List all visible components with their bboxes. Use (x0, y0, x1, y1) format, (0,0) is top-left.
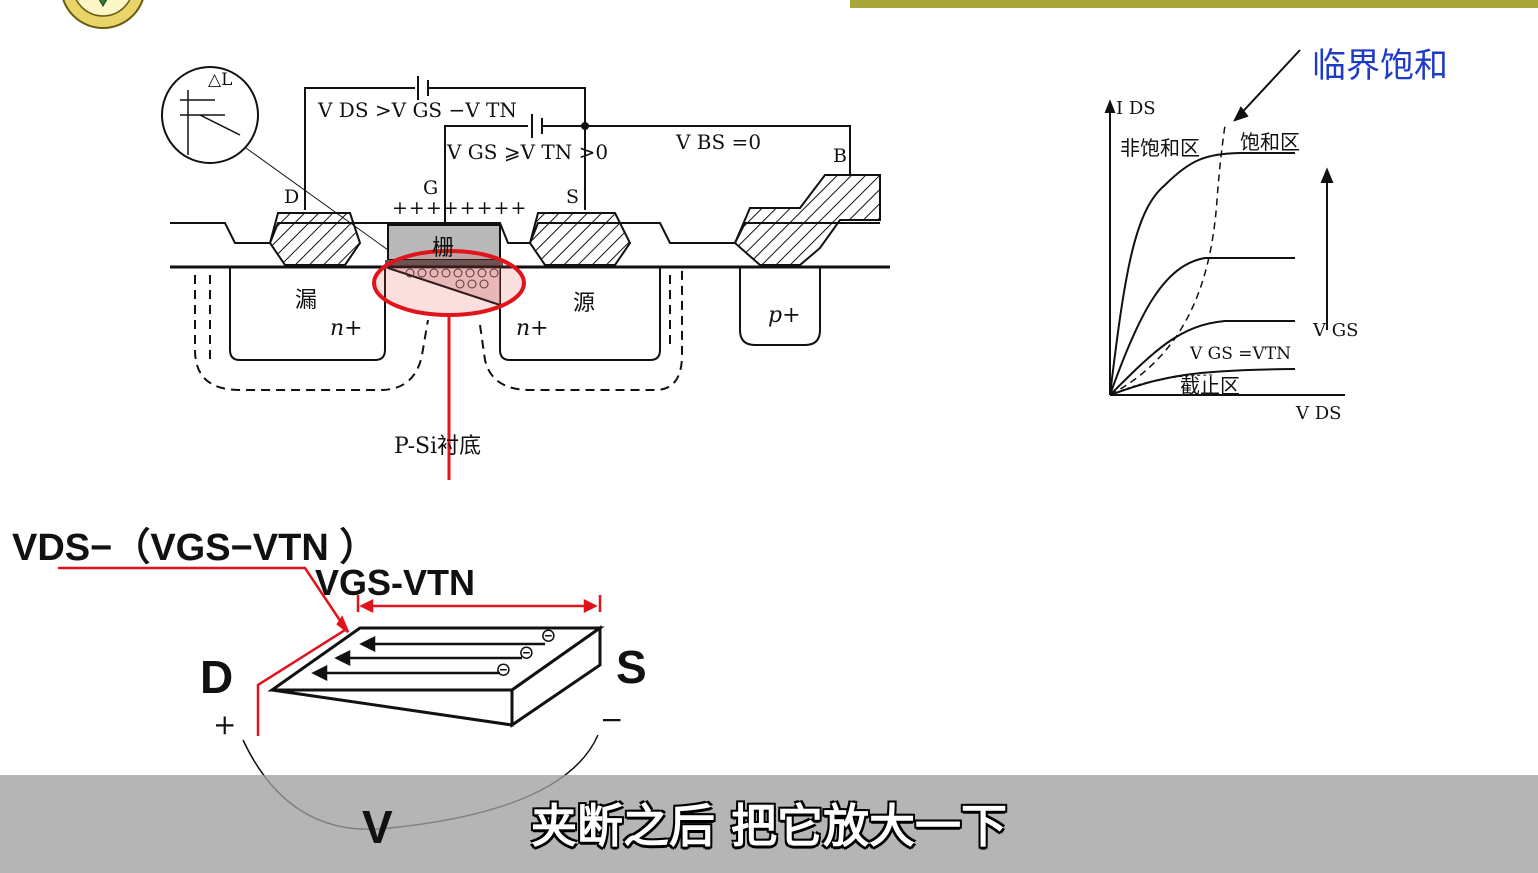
inset-delta-l-label: △L (208, 70, 233, 90)
video-subtitle: 夹断之后 把它放大一下 (530, 799, 1007, 853)
cutoff-region-label: 截止区 (1180, 374, 1240, 398)
zoom-terminal-d: D (200, 651, 234, 703)
channel-zoom-diagram (58, 566, 605, 830)
drain-doping-label: n+ (330, 316, 363, 341)
critical-saturation-label: 临界饱和 (1312, 46, 1448, 86)
subtitle-bar (0, 775, 1538, 873)
iv-characteristic-chart (1104, 49, 1345, 396)
school-seal-icon (62, 0, 144, 29)
source-label: 源 (573, 291, 596, 316)
ids-axis-label: I DS (1116, 98, 1156, 119)
terminal-b-label: B (833, 145, 847, 167)
drain-label: 漏 (295, 288, 318, 313)
terminal-g-label: G (423, 177, 439, 199)
gate-charges: ++++++++ (392, 197, 528, 219)
minus-sign: − (600, 703, 624, 736)
gate-label: 栅 (432, 236, 455, 261)
substrate-label: P-Si衬底 (394, 434, 482, 459)
nonsat-region-label: 非饱和区 (1120, 136, 1200, 160)
zoom-terminal-s: S (616, 641, 647, 693)
vds-condition-label: V DS >V GS −V TN (318, 98, 517, 122)
vds-axis-label: V DS (1296, 403, 1342, 424)
header-bar (850, 0, 1538, 8)
terminal-d-label: D (284, 186, 300, 208)
threshold-label: V GS =VTN (1190, 344, 1292, 364)
terminal-s-label: S (566, 186, 580, 208)
electron-icon: ⊝ (540, 623, 557, 647)
body-doping-label: p+ (768, 303, 801, 328)
electron-icon: ⊝ (495, 657, 512, 681)
vgs-condition-label: V GS ⩾V TN >0 (447, 140, 609, 164)
voltage-v-label: V (362, 801, 393, 853)
sat-region-label: 饱和区 (1240, 130, 1300, 154)
vbs-label: V BS =0 (676, 130, 762, 154)
mosfet-cross-section (161, 66, 890, 480)
vgs-minus-vtn-formula: VGS-VTN (315, 562, 476, 603)
plus-sign: + (213, 708, 237, 741)
electron-icon: ⊝ (518, 640, 535, 664)
vgs-arrow-label: V GS (1313, 320, 1359, 341)
vds-minus-formula: VDS−（VGS−VTN ） (12, 527, 378, 569)
source-doping-label: n+ (516, 316, 549, 341)
